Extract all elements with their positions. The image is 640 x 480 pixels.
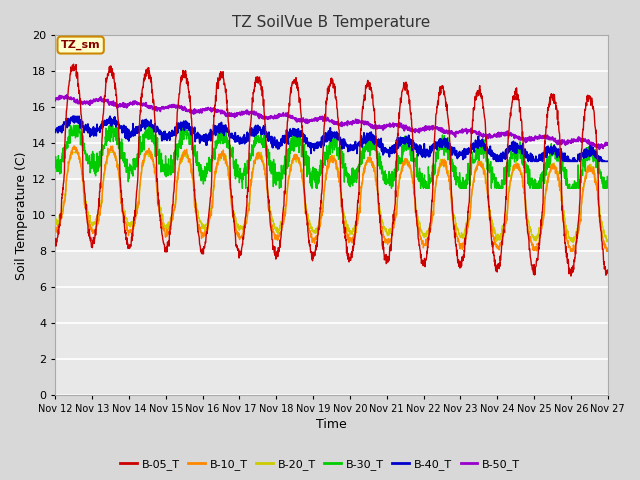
B-05_T — [588, 99, 596, 105]
Title: TZ SoilVue B Temperature: TZ SoilVue B Temperature — [232, 15, 431, 30]
B-40_T — [486, 148, 494, 154]
B-30_T — [321, 149, 328, 155]
B-50_T — [588, 140, 595, 145]
B-05_T — [321, 123, 328, 129]
B-50_T — [486, 135, 494, 141]
B-50_T — [321, 115, 328, 120]
B-20_T — [67, 149, 75, 155]
B-40_T — [493, 158, 500, 164]
B-20_T — [604, 237, 612, 242]
B-40_T — [588, 151, 596, 156]
B-05_T — [588, 98, 596, 104]
B-05_T — [306, 243, 314, 249]
X-axis label: Time: Time — [316, 419, 347, 432]
B-50_T — [63, 92, 70, 98]
B-40_T — [51, 130, 59, 135]
B-30_T — [67, 122, 74, 128]
B-30_T — [306, 170, 314, 176]
B-50_T — [588, 141, 596, 146]
B-40_T — [80, 123, 88, 129]
B-30_T — [487, 159, 495, 165]
B-10_T — [486, 220, 494, 226]
B-20_T — [486, 214, 494, 219]
Line: B-30_T: B-30_T — [55, 125, 608, 188]
Text: TZ_sm: TZ_sm — [61, 40, 100, 50]
B-30_T — [51, 159, 59, 165]
B-50_T — [604, 141, 612, 147]
B-20_T — [51, 223, 59, 228]
B-10_T — [321, 187, 328, 193]
B-05_T — [70, 61, 77, 67]
Line: B-50_T: B-50_T — [55, 95, 608, 149]
Y-axis label: Soil Temperature (C): Soil Temperature (C) — [15, 151, 28, 279]
B-40_T — [321, 138, 328, 144]
B-40_T — [588, 149, 596, 155]
B-50_T — [306, 118, 314, 124]
B-10_T — [80, 191, 88, 197]
B-05_T — [486, 223, 494, 229]
B-40_T — [69, 113, 77, 119]
B-30_T — [239, 185, 246, 191]
B-10_T — [588, 168, 596, 173]
Line: B-05_T: B-05_T — [55, 64, 608, 276]
B-40_T — [604, 158, 612, 164]
B-20_T — [588, 168, 596, 173]
Line: B-10_T: B-10_T — [55, 146, 608, 251]
B-20_T — [80, 187, 88, 193]
B-05_T — [80, 178, 88, 184]
B-10_T — [588, 165, 596, 171]
B-30_T — [80, 145, 88, 151]
B-10_T — [566, 248, 574, 254]
B-10_T — [51, 229, 59, 235]
B-30_T — [588, 153, 596, 158]
B-20_T — [321, 187, 328, 192]
B-05_T — [604, 267, 612, 273]
B-20_T — [569, 240, 577, 245]
B-20_T — [588, 167, 596, 172]
Line: B-40_T: B-40_T — [55, 116, 608, 161]
B-50_T — [80, 99, 88, 105]
B-40_T — [306, 140, 314, 146]
B-50_T — [596, 146, 604, 152]
B-05_T — [567, 273, 575, 279]
Legend: B-05_T, B-10_T, B-20_T, B-30_T, B-40_T, B-50_T: B-05_T, B-10_T, B-20_T, B-30_T, B-40_T, … — [116, 455, 524, 474]
B-10_T — [604, 248, 612, 254]
B-10_T — [306, 229, 314, 235]
B-30_T — [604, 184, 612, 190]
B-50_T — [51, 98, 59, 104]
B-10_T — [70, 143, 78, 149]
Line: B-20_T: B-20_T — [55, 152, 608, 242]
B-20_T — [306, 218, 314, 224]
B-30_T — [588, 144, 596, 150]
B-05_T — [51, 236, 59, 241]
